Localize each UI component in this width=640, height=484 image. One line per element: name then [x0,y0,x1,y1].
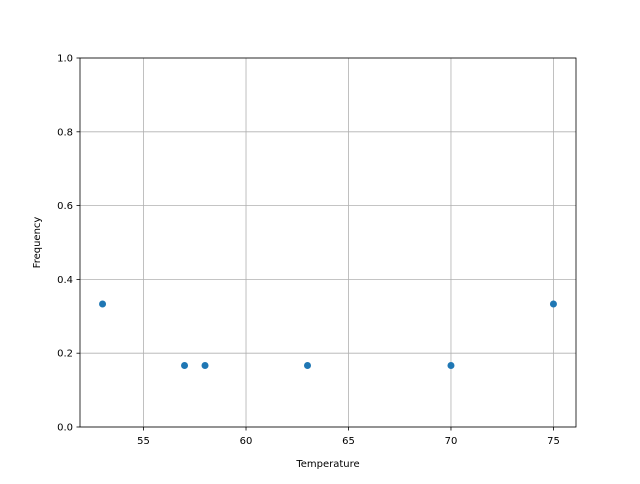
y-tick-label: 0.6 [57,201,73,212]
data-point [99,300,107,308]
y-tick-label: 0.8 [57,127,73,138]
data-point [447,361,455,369]
y-tick-label: 1.0 [57,54,73,65]
x-tick-label: 55 [137,436,150,447]
x-axis-label: Temperature [295,459,359,470]
x-tick-label: 65 [342,436,355,447]
ticks: 55 60 65 70 75 0.0 0.2 0.4 0.6 0.8 1.0 [57,54,560,448]
axes-frame [79,57,577,428]
grid [80,57,576,428]
data-point [549,300,557,308]
x-tick-label: 70 [445,436,458,447]
x-tick-label: 60 [240,436,253,447]
data-points [99,300,557,369]
data-point [181,361,189,369]
y-tick-label: 0.2 [57,349,73,360]
y-tick-label: 0.0 [57,423,73,434]
data-point [304,361,312,369]
x-tick-label: 75 [547,436,560,447]
data-point [201,361,209,369]
y-tick-label: 0.4 [57,275,73,286]
y-axis-label: Frequency [32,217,43,269]
